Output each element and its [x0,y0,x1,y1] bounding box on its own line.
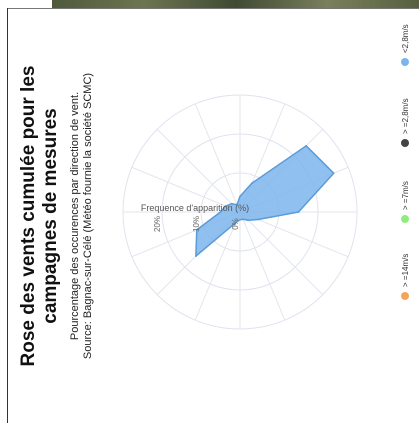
legend-label-2: > =7m/s [401,181,410,210]
grid-spoke-13 [194,211,241,321]
grid-spoke-1 [131,166,241,213]
chart-frame-left [7,8,8,423]
radial-axis-title: Frequence d'apparition (%) [141,203,249,213]
data-point-14 [195,255,197,257]
legend-label-3: > =14m/s [401,254,410,287]
data-point-9 [257,218,259,221]
radial-tick-1: 10% [192,216,201,232]
data-point-13 [234,222,237,224]
data-point-12 [239,219,241,221]
legend: <2,8m/s > =2,8m/s > =7m/s > =14m/s [401,24,410,300]
legend-label-1: > =2,8m/s [401,98,410,134]
data-point-1 [224,205,227,207]
grid-spoke-2 [156,128,241,213]
data-point-11 [242,218,244,221]
data-point-6 [305,145,307,147]
data-point-2 [230,202,233,205]
data-point-0 [219,211,222,213]
grid-spoke-11 [239,211,286,321]
data-point-10 [247,219,250,222]
subtitle-line-2: Source: Bagnac-sur-Célé (Météo fournie l… [82,73,94,359]
legend-marker-2 [401,215,409,223]
data-point-15 [195,229,198,231]
grid-spoke-10 [239,211,324,296]
subtitle-line-1: Pourcentage des occurences par direction… [69,92,81,340]
radial-tick-0: 0% [231,218,240,230]
radial-tick-2: 20% [153,216,162,232]
grid-spoke-3 [194,103,241,213]
legend-marker-1 [401,139,409,147]
legend-marker-0 [401,58,409,66]
map-background-strip [52,0,419,8]
title-line-1: Rose des vents cumulée pour les [18,66,39,367]
polar-plot: Frequence d'apparition (%) 0% 10% 20% [122,94,358,330]
data-point-3 [236,203,238,206]
data-point-5 [251,182,253,184]
data-point-4 [239,195,241,198]
title-line-2: campagnes de mesures [40,108,61,323]
legend-marker-3 [401,292,409,300]
data-point-8 [297,211,300,213]
chart-title: Rose des vents cumulée pour les campagne… [18,66,61,367]
legend-label-0: <2,8m/s [401,24,410,53]
data-point-7 [332,172,335,174]
chart-subtitle: Pourcentage des occurences par direction… [69,73,94,359]
chart-frame-top [7,8,419,9]
